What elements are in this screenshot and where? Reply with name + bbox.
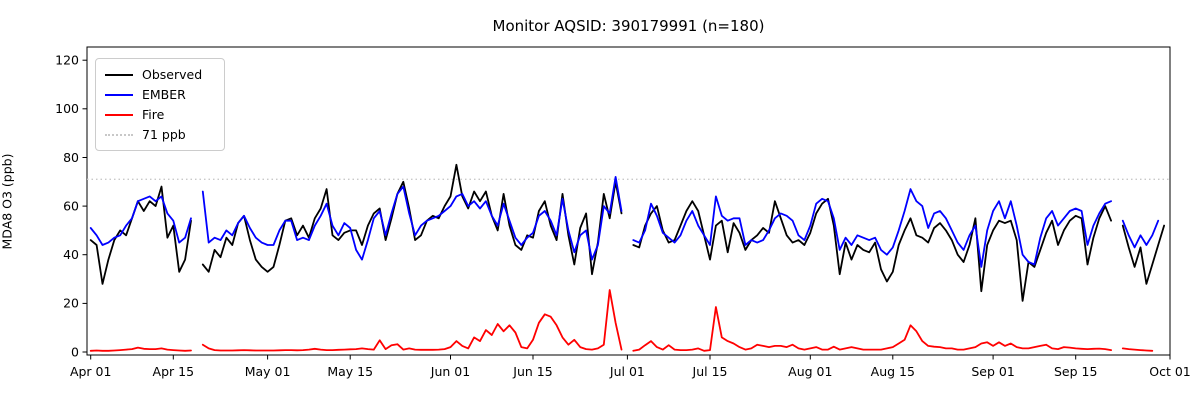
x-tick-label: Sep 15 <box>1054 364 1097 379</box>
y-tick-label: 60 <box>63 198 79 213</box>
chart-title: Monitor AQSID: 390179991 (n=180) <box>492 17 765 35</box>
x-tick-label: Jul 15 <box>692 364 728 379</box>
x-tick-label: Sep 01 <box>971 364 1014 379</box>
series-line-ember <box>89 176 1160 268</box>
data-series-lines <box>89 163 1165 352</box>
x-tick-label: Apr 15 <box>153 364 195 379</box>
x-axis-ticks: Apr 01 Apr 15 May 01 May 15 Jun 01 Jun 15 Jul … <box>70 355 1191 379</box>
legend: Observed EMBER Fire 71 ppb <box>95 58 225 151</box>
plot-frame <box>86 46 1171 356</box>
legend-item-threshold: 71 ppb <box>105 125 215 145</box>
series-line-fire <box>89 289 1154 352</box>
y-tick-label: 0 <box>71 344 79 359</box>
x-tick-label: Aug 15 <box>871 364 915 379</box>
legend-item-observed: Observed <box>105 65 215 85</box>
x-tick-label: Aug 01 <box>788 364 832 379</box>
observed-line-icon <box>105 74 133 76</box>
fire-line-icon <box>105 114 133 116</box>
y-tick-label: 100 <box>55 101 79 116</box>
y-axis-label: MDA8 O3 (ppb) <box>0 153 15 250</box>
y-tick-label: 120 <box>55 53 79 68</box>
x-tick-label: Jun 15 <box>512 364 552 379</box>
y-tick-label: 40 <box>63 247 79 262</box>
x-tick-label: May 15 <box>327 364 373 379</box>
legend-item-ember: EMBER <box>105 85 215 105</box>
legend-item-fire: Fire <box>105 105 215 125</box>
ember-line-icon <box>105 94 133 96</box>
x-tick-label: Jun 01 <box>430 364 470 379</box>
legend-label-ember: EMBER <box>142 86 186 102</box>
legend-label-fire: Fire <box>142 106 165 122</box>
dotted-line-icon <box>105 134 133 136</box>
y-tick-label: 20 <box>63 296 79 311</box>
x-tick-label: May 01 <box>245 364 291 379</box>
x-tick-label: Oct 01 <box>1149 364 1191 379</box>
y-axis-ticks: 0 20 40 60 80 100 120 <box>55 53 87 359</box>
x-tick-label: Jul 01 <box>609 364 645 379</box>
x-tick-label: Apr 01 <box>70 364 112 379</box>
legend-label-observed: Observed <box>142 66 203 82</box>
series-line-observed <box>89 163 1165 302</box>
y-tick-label: 80 <box>63 150 79 165</box>
legend-label-threshold: 71 ppb <box>142 126 186 142</box>
